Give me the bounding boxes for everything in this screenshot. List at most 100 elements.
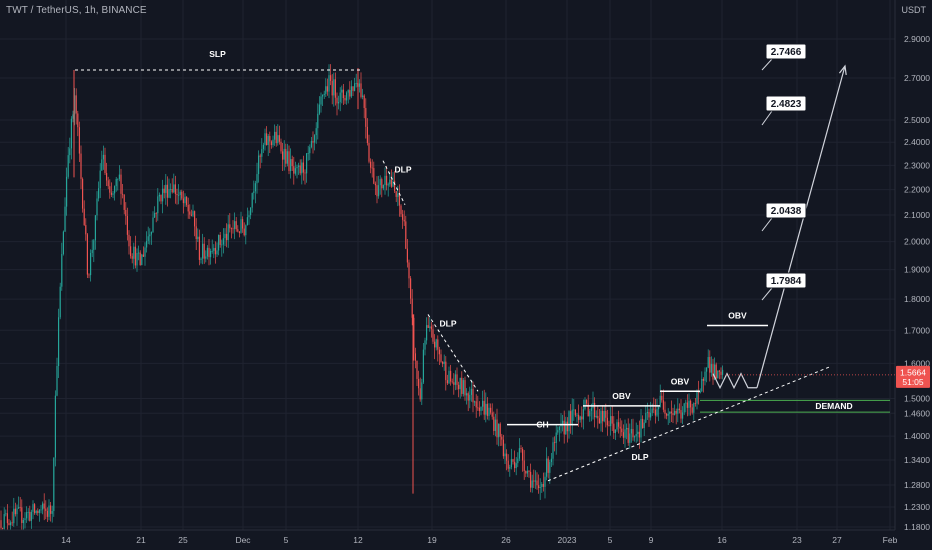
candle-body (570, 411, 572, 425)
candle-body (45, 508, 47, 511)
candle-body (419, 388, 421, 400)
candle-body (10, 522, 12, 526)
candle-body (563, 420, 565, 435)
candle-body (211, 250, 213, 252)
candle-body (288, 151, 290, 172)
candle-body (296, 166, 298, 169)
candle-body (19, 507, 21, 509)
candle-body (374, 183, 376, 186)
candle-body (331, 80, 333, 96)
candle-body (483, 400, 485, 415)
candle-body (328, 75, 330, 92)
candle-body (134, 246, 136, 266)
candle-body (341, 89, 343, 93)
candle-body (98, 188, 100, 199)
candle-body (709, 357, 711, 373)
candle-body (370, 161, 372, 168)
candle-body (360, 83, 362, 97)
candle-body (557, 430, 559, 433)
price-tick-label: 1.8000 (904, 294, 930, 304)
candle-body (352, 86, 354, 91)
candle-body (24, 518, 26, 520)
candle-body (706, 367, 708, 372)
candle-body (402, 214, 404, 220)
candle-body (246, 217, 248, 226)
candle-body (366, 126, 368, 143)
candle-body (184, 196, 186, 204)
candle-body (326, 86, 328, 92)
candle-body (602, 410, 604, 422)
candle-body (498, 423, 500, 438)
candle-body (118, 174, 120, 179)
price-axis-panel[interactable] (895, 0, 932, 530)
candle-body (170, 189, 172, 190)
candle-body (99, 170, 101, 189)
candle-body (482, 400, 484, 407)
candle-body (96, 198, 98, 216)
callout-box (765, 43, 807, 60)
candle-body (162, 188, 164, 202)
candle-body (70, 118, 72, 149)
candle-body (394, 180, 396, 192)
candle-body (139, 252, 141, 266)
candle-body (58, 317, 60, 367)
candle-body (453, 382, 455, 385)
candle-body (338, 101, 340, 104)
candle-body (13, 508, 15, 524)
candle-body (186, 196, 188, 205)
candle-body (587, 403, 589, 417)
price-tick-label: 2.3000 (904, 160, 930, 170)
candle-body (630, 429, 632, 434)
candle-body (205, 256, 207, 259)
candle-body (459, 377, 461, 390)
candle-body (654, 409, 656, 416)
candle-body (5, 513, 7, 515)
candle-body (334, 79, 336, 98)
candle-body (74, 95, 76, 115)
candle-body (243, 228, 245, 236)
candle-body (574, 409, 576, 416)
candle-body (680, 410, 682, 419)
candle-body (373, 168, 375, 184)
candle-body (448, 370, 450, 384)
candle-body (376, 185, 378, 197)
candle-body (475, 401, 477, 408)
candle-body (67, 155, 69, 177)
candle-body (94, 215, 96, 241)
candle-body (262, 144, 264, 150)
candle-body (429, 326, 431, 328)
candle-body (643, 422, 645, 429)
candle-body (285, 148, 287, 164)
candle-body (126, 215, 128, 235)
candle-body (195, 226, 197, 240)
candle-body (46, 510, 48, 517)
time-tick-label: 12 (353, 535, 363, 545)
candle-body (224, 233, 226, 239)
candle-body (675, 410, 677, 414)
candle-body (533, 480, 535, 482)
time-axis-panel[interactable] (0, 530, 932, 550)
price-tick-label: 2.9000 (904, 34, 930, 44)
candle-body (608, 425, 610, 427)
candle-body (365, 108, 367, 127)
dlp-label: DLP (440, 318, 457, 328)
candle-body (16, 508, 18, 515)
candle-body (197, 236, 199, 240)
candle-body (682, 412, 684, 419)
price-tick-label: 1.6000 (904, 358, 930, 368)
price-countdown: 51:05 (902, 377, 924, 387)
candle-body (520, 448, 522, 449)
price-tick-label: 1.1800 (904, 522, 930, 532)
candle-body (672, 413, 674, 415)
candle-body (576, 414, 578, 416)
candle-body (53, 457, 55, 512)
candle-body (102, 154, 104, 160)
candle-body (187, 204, 189, 212)
dlp-line (382, 160, 406, 205)
time-tick-label: Dec (235, 535, 251, 545)
candle-body (82, 178, 84, 209)
candle-body (669, 411, 671, 414)
candle-body (717, 370, 719, 379)
candle-body (678, 408, 680, 411)
